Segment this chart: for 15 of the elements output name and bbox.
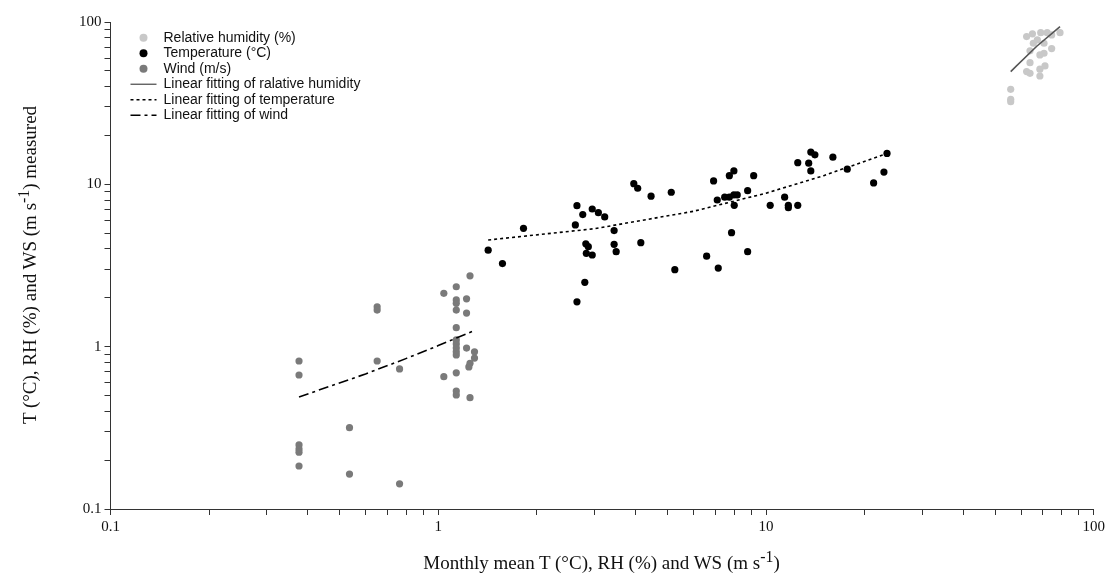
x-tick-label: 100 bbox=[1082, 517, 1105, 534]
y-tick-label: 10 bbox=[86, 175, 102, 192]
x-tick-label: 0.1 bbox=[101, 517, 120, 534]
y-tick-label: 0.1 bbox=[82, 499, 102, 516]
legend-label: Relative humidity (%) bbox=[163, 28, 296, 45]
x-tick-label: 1 bbox=[434, 517, 442, 534]
y-tick-label: 100 bbox=[79, 12, 102, 29]
x-axis-title: Monthly mean T (°C), RH (%) and WS (m s$^{-1}$) bbox=[422, 548, 781, 575]
legend-label: Linear fitting of wind bbox=[163, 106, 289, 123]
legend-label: Wind (m/s) bbox=[163, 59, 232, 76]
legend-label: Linear fitting of ralative humidity bbox=[163, 75, 361, 92]
legend-label: Linear fitting of temperature bbox=[163, 90, 335, 107]
y-tick-label: 1 bbox=[94, 337, 102, 354]
legend-label: Temperature (°C) bbox=[163, 44, 272, 61]
x-tick-label: 10 bbox=[758, 517, 774, 534]
